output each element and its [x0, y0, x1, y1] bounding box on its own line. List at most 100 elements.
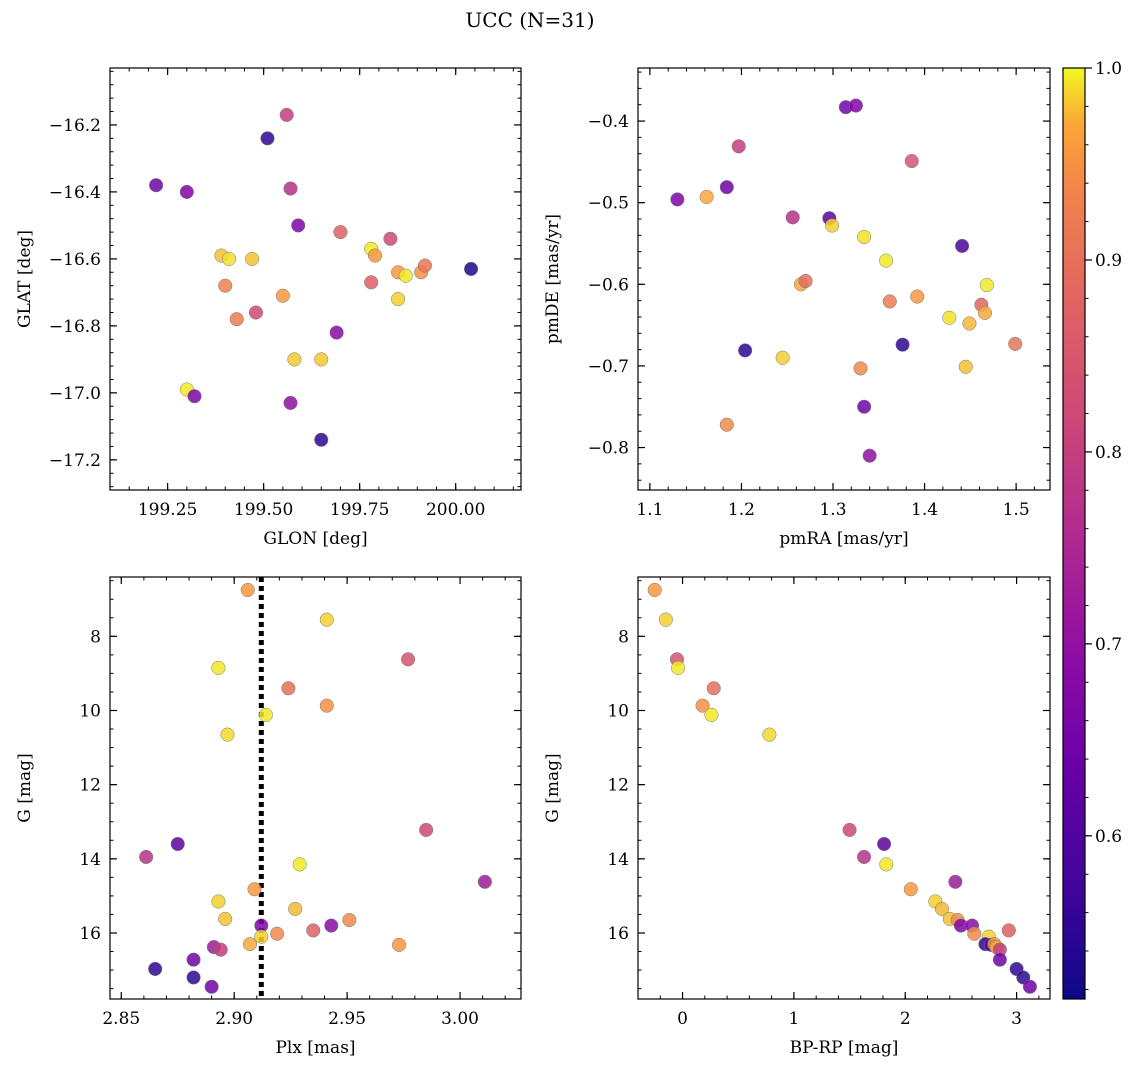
y-axis-label: G [mag] — [543, 753, 563, 822]
colorbar-tick-label: 1.0 — [1095, 59, 1122, 79]
scatter-point — [857, 229, 872, 245]
scatter-point — [706, 681, 721, 696]
scatter-point — [856, 849, 872, 865]
y-tick-label: −17.0 — [49, 384, 101, 404]
scatter-point — [904, 154, 919, 169]
y-tick-label: −16.8 — [49, 317, 101, 337]
colorbar: 0.6 0.7 0.8 0.9 1.0 — [1062, 59, 1122, 1000]
y-axis-label: GLAT [deg] — [15, 230, 35, 328]
x-axis-label: BP-RP [mag] — [790, 1038, 899, 1058]
scatter-point — [401, 652, 416, 667]
scatter-point — [229, 312, 244, 327]
scatter-point — [879, 253, 894, 268]
scatter-point — [220, 727, 235, 742]
scatter-point — [287, 352, 302, 367]
y-tick-label: 16 — [607, 924, 629, 944]
scatter-point — [1022, 979, 1038, 994]
scatter-point — [877, 836, 892, 852]
scatter-point — [319, 698, 334, 713]
scatter-point — [719, 417, 734, 432]
scatter-point — [279, 107, 294, 122]
axes-frame — [637, 576, 1051, 1000]
scatter-point — [647, 582, 662, 598]
colorbar-frame — [1062, 67, 1086, 1000]
scatter-point — [288, 901, 303, 916]
y-tick-label: 10 — [79, 701, 101, 721]
scatter-point — [324, 918, 339, 933]
y-tick-label: 14 — [607, 850, 629, 870]
scatter-point — [179, 184, 194, 199]
panel-glon-glat: 199.25 199.50 199.75 200.00 −16.2 −16.4 −16.6 −… — [15, 67, 522, 549]
y-axis-label: pmDE [mas/yr] — [543, 214, 563, 344]
colorbar-tick-label: 0.8 — [1095, 443, 1122, 463]
scatter-point — [247, 882, 262, 897]
y-tick-label: −0.6 — [588, 275, 629, 295]
scatter-point — [333, 225, 348, 240]
scatter-point — [1001, 923, 1016, 938]
x-tick-label: 1.2 — [728, 500, 755, 520]
scatter-point — [962, 316, 977, 331]
scatter-point — [240, 582, 255, 598]
scatter-point — [245, 251, 260, 266]
scatter-point — [254, 929, 269, 944]
y-tick-label: 12 — [607, 776, 629, 796]
y-tick-label: −0.7 — [588, 357, 629, 377]
axes-frame — [637, 67, 1051, 491]
scatter-point — [695, 698, 710, 713]
scatter-point — [731, 139, 746, 154]
scatter-point — [222, 251, 237, 266]
scatter-point — [213, 942, 228, 957]
y-tick-label: −16.6 — [49, 250, 101, 270]
scatter-point — [825, 218, 840, 233]
y-tick-label: 8 — [90, 627, 101, 647]
scatter-point — [419, 822, 434, 837]
x-tick-label: 199.75 — [330, 500, 389, 520]
y-tick-label: 8 — [618, 627, 629, 647]
scatter-point — [658, 612, 673, 627]
scatter-point — [934, 901, 950, 916]
scatter-point — [699, 189, 714, 205]
scatter-point — [464, 261, 479, 277]
scatter-point — [218, 278, 233, 293]
scatter-point — [738, 343, 753, 358]
y-axis-label: G [mag] — [15, 753, 35, 822]
scatter-point — [314, 432, 329, 447]
scatter-point — [218, 911, 233, 926]
x-tick-label: 3 — [1011, 1009, 1022, 1029]
scatter-point — [775, 350, 790, 365]
axes-frame — [109, 67, 522, 491]
scatter-point — [186, 952, 201, 967]
scatter-point — [314, 352, 329, 367]
scatter-point — [319, 612, 334, 627]
y-tick-label: 12 — [79, 776, 101, 796]
scatter-point — [1008, 336, 1023, 351]
scatter-point — [283, 181, 298, 196]
scatter-point — [248, 305, 264, 320]
x-tick-label: 2.85 — [102, 1009, 140, 1029]
x-tick-label: 1.4 — [911, 500, 938, 520]
scatter-point — [392, 937, 407, 952]
x-tick-label: 1.1 — [636, 500, 663, 520]
scatter-point — [948, 874, 963, 889]
colorbar-tick-label: 0.6 — [1095, 827, 1122, 847]
scatter-point — [149, 178, 164, 193]
scatter-point — [670, 192, 685, 207]
scatter-point — [762, 727, 777, 742]
scatter-point — [292, 857, 307, 872]
panel-plx-g: 2.85 2.90 2.95 3.00 8 10 12 14 16 Plx [mas] G [mag… — [15, 576, 522, 1058]
scatter-point — [211, 660, 226, 675]
colorbar-gradient — [1063, 68, 1085, 999]
scatter-point — [842, 822, 857, 837]
y-tick-label: −17.2 — [49, 451, 101, 471]
scatter-point — [958, 359, 973, 374]
x-tick-label: 2 — [900, 1009, 911, 1029]
scatter-point — [882, 294, 897, 309]
scatter-point — [367, 248, 383, 263]
scatter-point — [862, 448, 877, 463]
x-tick-label: 199.50 — [234, 500, 293, 520]
x-tick-label: 199.25 — [138, 500, 197, 520]
scatter-point — [281, 681, 296, 696]
scatter-point — [979, 278, 994, 293]
scatter-point — [186, 970, 201, 985]
